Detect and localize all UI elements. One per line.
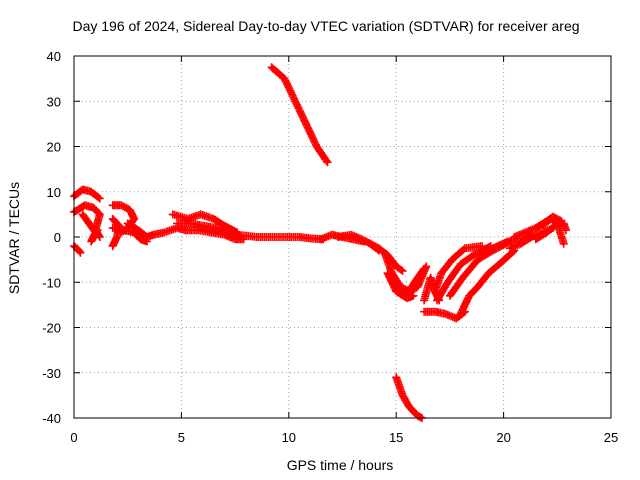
y-tick-label: -20 xyxy=(42,321,61,336)
y-tick-label: 10 xyxy=(47,185,61,200)
y-tick-label: -30 xyxy=(42,366,61,381)
plus-marker-points xyxy=(366,230,536,323)
y-tick-label: -10 xyxy=(42,275,61,290)
series-mid-band xyxy=(168,210,383,255)
plus-marker-points xyxy=(392,373,426,422)
series-dip-region xyxy=(366,230,536,323)
plus-marker-points xyxy=(506,212,570,253)
x-tick-labels: 0 5 10 15 20 25 xyxy=(70,430,618,445)
y-axis-label: SDTVAR / TECUs xyxy=(6,182,22,294)
plus-marker-points xyxy=(168,210,383,255)
chart-title: Day 196 of 2024, Sidereal Day-to-day VTE… xyxy=(72,18,579,34)
x-tick-label: 15 xyxy=(389,430,403,445)
x-tick-label: 25 xyxy=(604,430,618,445)
y-tick-label: 20 xyxy=(47,140,61,155)
plus-marker-points xyxy=(108,201,190,251)
series-upper-left-cluster xyxy=(70,185,104,257)
y-tick-label: 30 xyxy=(47,94,61,109)
y-tick-label: 0 xyxy=(54,230,61,245)
x-tick-label: 0 xyxy=(70,430,77,445)
x-axis-label: GPS time / hours xyxy=(287,457,394,473)
series-late-rise xyxy=(506,212,570,253)
plot-frame xyxy=(73,55,612,419)
series-steep-lower-track xyxy=(392,373,426,422)
y-tick-label: -40 xyxy=(42,411,61,426)
plus-marker-points xyxy=(70,185,104,257)
series-steep-upper-track xyxy=(267,63,332,167)
y-tick-labels: -40 -30 -20 -10 0 10 20 30 40 xyxy=(42,49,61,426)
series-early-wave xyxy=(108,201,190,251)
y-tick-label: 40 xyxy=(47,49,61,64)
x-tick-label: 5 xyxy=(178,430,185,445)
x-tick-label: 20 xyxy=(496,430,510,445)
x-tick-label: 10 xyxy=(282,430,296,445)
plus-marker-points xyxy=(267,63,332,167)
data-points xyxy=(70,63,570,422)
